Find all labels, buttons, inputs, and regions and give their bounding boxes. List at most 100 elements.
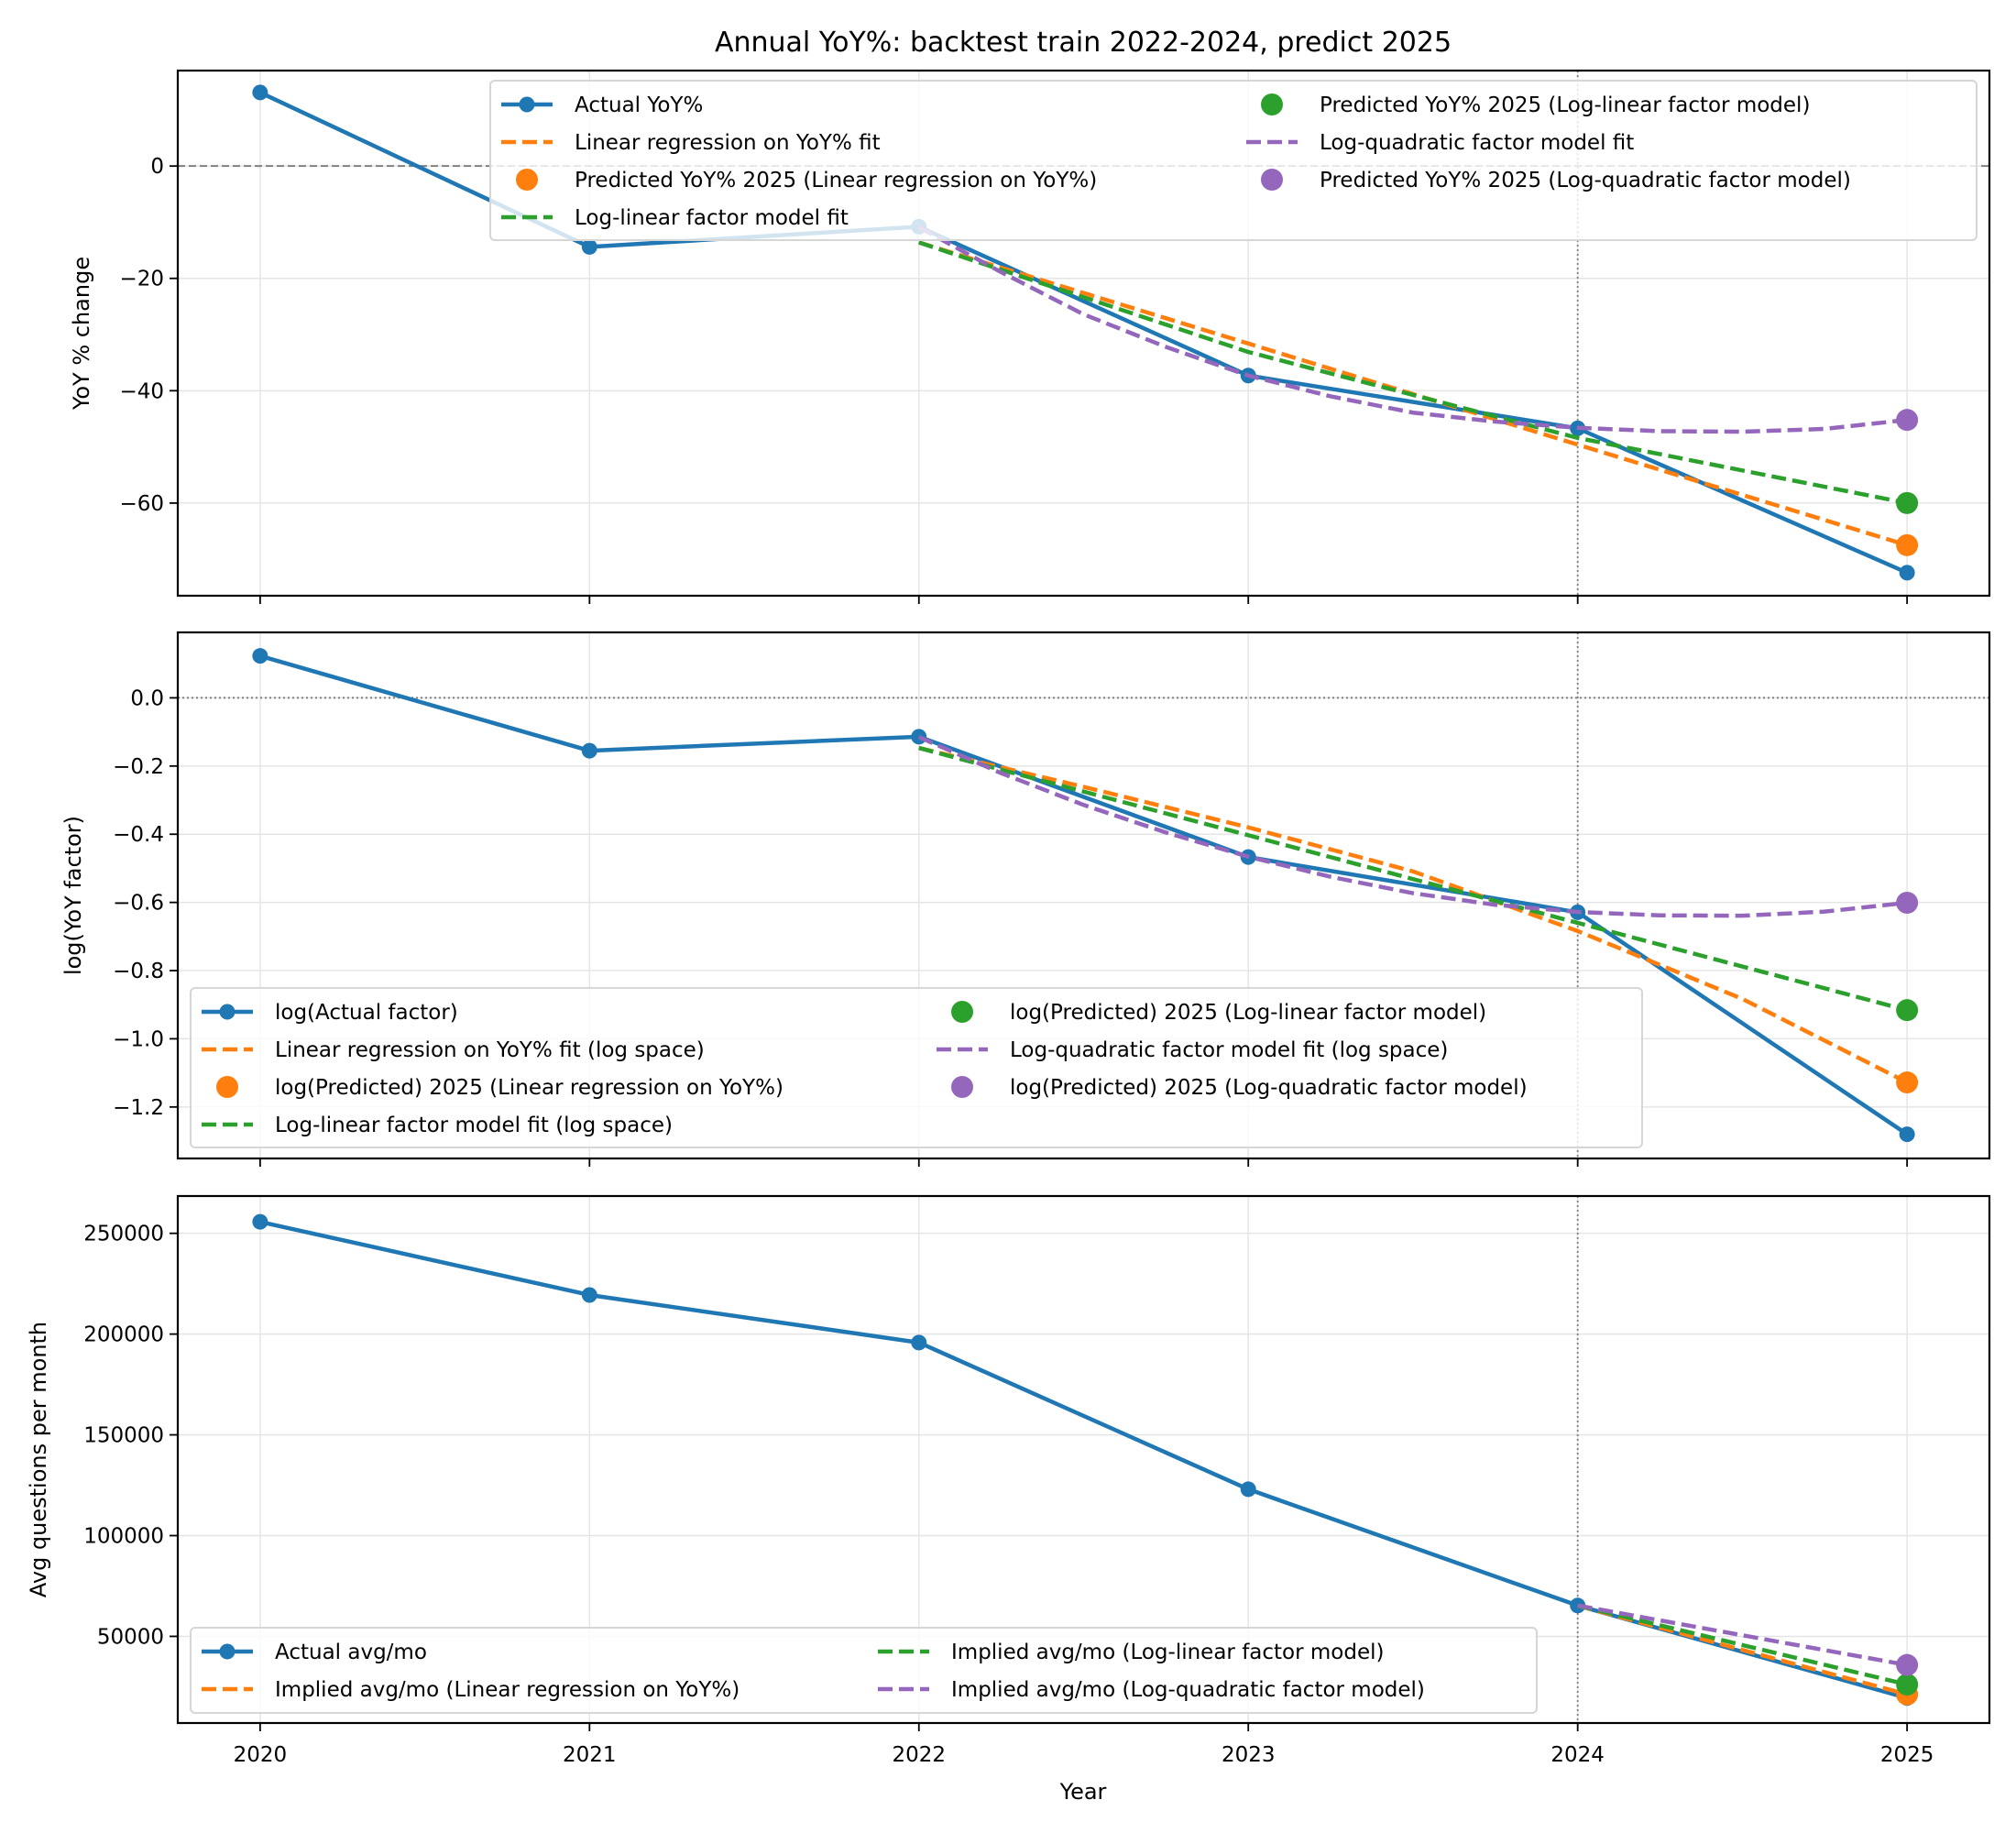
legend-label: log(Actual factor) [275, 1001, 458, 1025]
legend-item-logquad-dot: Predicted YoY% 2025 (Log-quadratic facto… [1261, 169, 1851, 192]
actual-data-point [252, 1213, 268, 1230]
panels: 0 −20 −40 −60 YoY % change Actual YoY% Linear … [26, 69, 1991, 1767]
legend-label: Actual avg/mo [275, 1641, 427, 1664]
axes-frame [176, 631, 1991, 1160]
legend-item-loglinear-dot: Predicted YoY% 2025 (Log-linear factor m… [1261, 93, 1810, 117]
prediction-point-loglinear [1896, 999, 1919, 1022]
prediction-point-logquad [1896, 891, 1919, 914]
legend-label: Implied avg/mo (Log-quadratic factor mod… [951, 1678, 1425, 1702]
actual-series-line [259, 1219, 1908, 1700]
chart-title: Annual YoY%: backtest train 2022-2024, p… [715, 27, 1452, 59]
legend-label: Predicted YoY% 2025 (Log-linear factor m… [1320, 93, 1810, 117]
axes-frame [176, 1194, 1991, 1725]
legend-label: Log-linear factor model fit [575, 206, 849, 230]
panel-log: 0.0 −0.2 −0.4 −0.6 −0.8 −1.0 −1.2 log(YoY facto… [60, 631, 1991, 1167]
x-axis-label: Year [1059, 1779, 1107, 1805]
legend-dot-icon [1261, 169, 1283, 191]
fit-line-logquad [917, 225, 1908, 434]
legend-label: Linear regression on YoY% fit (log space… [275, 1038, 705, 1062]
legend-marker-icon [519, 96, 535, 113]
legend-label: Log-quadratic factor model fit (log spac… [1010, 1038, 1448, 1062]
legend-item-logquad-dash: Implied avg/mo (Log-quadratic factor mod… [878, 1678, 1425, 1702]
x-tick-label: 2020 [234, 1743, 288, 1767]
legend-box [190, 1627, 1538, 1714]
y-tick-label: 250000 [83, 1223, 164, 1246]
prediction-point-loglinear [1896, 491, 1919, 514]
plot-area [252, 1213, 1919, 1707]
y-tick-label: 0.0 [130, 686, 164, 710]
legend-dot-icon [951, 1076, 973, 1098]
legend-dot-icon [1261, 93, 1283, 115]
y-tick-label: 100000 [83, 1525, 164, 1549]
fit-line-linear [1577, 1603, 1908, 1696]
legend-label: Log-linear factor model fit (log space) [275, 1114, 673, 1137]
legend-item-linear-dot: log(Predicted) 2025 (Linear regression o… [216, 1076, 783, 1100]
fit-line-loglinear [918, 240, 1908, 506]
y-axis-label: YoY % change [69, 257, 94, 411]
actual-data-point [1899, 565, 1915, 581]
legend-label: Log-quadratic factor model fit [1320, 131, 1634, 155]
legend-item-loglinear-dash: Log-linear factor model fit (log space) [202, 1114, 673, 1137]
legend-marker-icon [219, 1643, 236, 1660]
x-tick-label: 2025 [1880, 1743, 1934, 1767]
prediction-point-logquad [1896, 409, 1919, 432]
legend-label: Actual YoY% [575, 93, 703, 117]
legend-marker-icon [219, 1004, 236, 1020]
y-axis-label: log(YoY factor) [60, 816, 86, 975]
actual-data-point [1899, 1126, 1915, 1143]
legend-dot-icon [516, 169, 538, 191]
x-tick-label: 2024 [1550, 1743, 1605, 1767]
legend-item-linear-dot: Predicted YoY% 2025 (Linear regression o… [516, 169, 1097, 192]
legend-label: Implied avg/mo (Linear regression on YoY… [275, 1678, 740, 1702]
x-tick-label: 2022 [892, 1743, 946, 1767]
legend-label: Predicted YoY% 2025 (Linear regression o… [575, 169, 1097, 192]
legend-item-loglinear-dash: Implied avg/mo (Log-linear factor model) [878, 1641, 1384, 1664]
legend-label: log(Predicted) 2025 (Log-linear factor m… [1010, 1001, 1486, 1025]
actual-data-point [1240, 1481, 1256, 1498]
actual-data-point [252, 84, 268, 101]
fit-line-logquad [917, 735, 1908, 918]
legend-label: Linear regression on YoY% fit [575, 131, 881, 155]
legend-label: log(Predicted) 2025 (Linear regression o… [275, 1076, 783, 1100]
legend-item-linear-dash: Linear regression on YoY% fit [501, 131, 881, 155]
y-tick-label: −1.2 [113, 1096, 164, 1120]
legend-item-logquad-dot: log(Predicted) 2025 (Log-quadratic facto… [951, 1076, 1528, 1100]
y-tick-label: −0.2 [113, 755, 164, 779]
actual-data-point [581, 238, 597, 255]
legend-box [489, 80, 1978, 241]
legend-item-loglinear-dot: log(Predicted) 2025 (Log-linear factor m… [951, 1001, 1486, 1025]
panel-avg: 50000 100000 150000 200000 250000 2020 2021 202… [26, 1194, 1991, 1767]
plot-area [252, 648, 1919, 1143]
y-tick-label: 200000 [83, 1323, 164, 1347]
prediction-point-linear [1896, 1071, 1919, 1094]
actual-series-line [259, 653, 1909, 1136]
y-tick-label: 50000 [97, 1625, 164, 1649]
y-tick-label: 0 [150, 155, 164, 179]
prediction-point-linear [1896, 533, 1919, 556]
y-tick-label: −0.8 [113, 960, 164, 983]
y-tick-label: −1.0 [113, 1027, 164, 1051]
legend-label: Implied avg/mo (Log-linear factor model) [951, 1641, 1384, 1664]
legend-label: Predicted YoY% 2025 (Log-quadratic facto… [1320, 169, 1851, 192]
y-tick-label: −40 [119, 379, 164, 403]
x-tick-label: 2023 [1222, 1743, 1276, 1767]
y-tick-label: 150000 [83, 1424, 164, 1448]
actual-data-point [581, 742, 597, 759]
legend-item-linear-dash: Implied avg/mo (Linear regression on YoY… [202, 1678, 740, 1702]
fit-line-logquad [1577, 1603, 1908, 1667]
legend-item-logquad-dash: Log-quadratic factor model fit [1246, 131, 1634, 155]
actual-data-point [911, 729, 927, 745]
y-tick-label: −20 [119, 268, 164, 291]
prediction-point-loglinear [1896, 1674, 1919, 1696]
fit-line-loglinear [1577, 1603, 1908, 1687]
legend-dot-icon [951, 1001, 973, 1023]
fit-line-linear [918, 745, 1909, 1085]
fit-line-loglinear [918, 745, 1908, 1013]
legend-item-logquad-dash: Log-quadratic factor model fit (log spac… [937, 1038, 1448, 1062]
legend-item-loglinear-dash: Log-linear factor model fit [501, 206, 849, 230]
legend-label: log(Predicted) 2025 (Log-quadratic facto… [1010, 1076, 1528, 1100]
legend-item-actual-line-marker: Actual avg/mo [202, 1641, 427, 1664]
legend-box [190, 987, 1643, 1148]
